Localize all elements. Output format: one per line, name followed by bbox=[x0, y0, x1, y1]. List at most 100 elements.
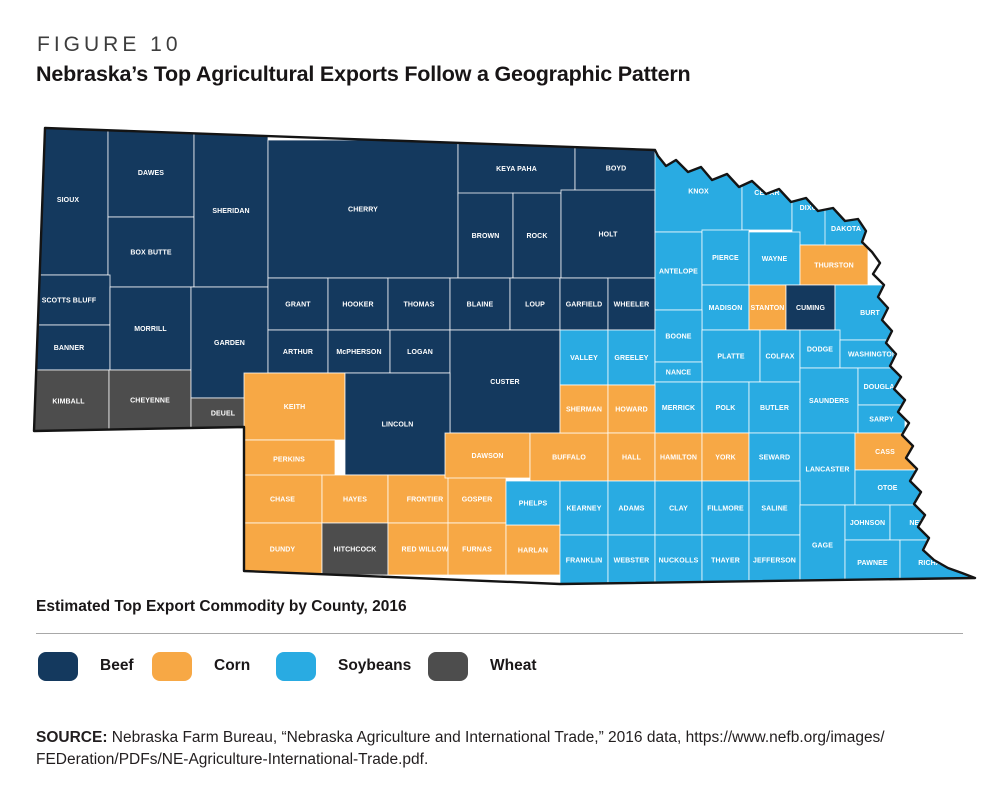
county-shape-hamilton bbox=[654, 432, 703, 482]
county-label-saline: SALINE bbox=[761, 505, 787, 512]
county-shape-antelope bbox=[654, 231, 703, 311]
county-shape-cuming bbox=[785, 284, 836, 331]
county-shape-thurston bbox=[799, 244, 869, 286]
county-wheeler: WHEELER bbox=[607, 277, 656, 331]
county-shape-howard bbox=[607, 384, 656, 434]
legend: Beef Corn Soybeans Wheat bbox=[38, 651, 965, 683]
county-washington: WASHINGTON bbox=[839, 339, 906, 369]
county-label-dawes: DAWES bbox=[138, 170, 164, 177]
county-seward: SEWARD bbox=[748, 432, 801, 482]
county-shape-butler bbox=[748, 381, 801, 434]
county-label-mcpherson: McPHERSON bbox=[336, 349, 381, 356]
county-sheridan: SHERIDAN bbox=[193, 133, 269, 288]
county-phelps: PHELPS bbox=[505, 480, 561, 526]
county-merrick: MERRICK bbox=[654, 381, 703, 434]
county-shape-perkins bbox=[242, 439, 336, 479]
county-nemaha: NEMAHA bbox=[889, 504, 961, 541]
county-label-cedar: CEDAR bbox=[754, 190, 779, 197]
county-label-dawson: DAWSON bbox=[471, 453, 503, 460]
county-shape-morrill bbox=[109, 286, 192, 371]
county-label-hooker: HOOKER bbox=[342, 301, 373, 308]
county-label-pierce: PIERCE bbox=[712, 255, 739, 262]
county-label-morrill: MORRILL bbox=[134, 326, 167, 333]
county-label-gage: GAGE bbox=[812, 542, 833, 549]
county-label-dixon: DIXON bbox=[800, 205, 823, 212]
county-label-harlan: HARLAN bbox=[518, 547, 548, 554]
county-morrill: MORRILL bbox=[109, 286, 192, 371]
county-shape-valley bbox=[559, 329, 609, 386]
county-shape-merrick bbox=[654, 381, 703, 434]
county-dakota: DAKOTA bbox=[824, 204, 868, 253]
county-label-keya-paha: KEYA PAHA bbox=[496, 166, 537, 173]
county-label-blaine: BLAINE bbox=[467, 301, 494, 308]
county-thayer: THAYER bbox=[701, 534, 750, 584]
county-label-douglas: DOUGLAS bbox=[864, 384, 900, 391]
county-shape-kimball bbox=[34, 369, 110, 433]
county-shape-york bbox=[701, 432, 750, 482]
county-label-furnas: FURNAS bbox=[462, 546, 492, 553]
county-blaine: BLAINE bbox=[449, 277, 511, 331]
county-label-garfield: GARFIELD bbox=[566, 301, 603, 308]
county-box-butte: BOX BUTTE bbox=[107, 216, 195, 288]
county-gosper: GOSPER bbox=[447, 474, 507, 524]
county-label-saunders: SAUNDERS bbox=[809, 398, 849, 405]
county-label-logan: LOGAN bbox=[407, 349, 433, 356]
county-hitchcock: HITCHCOCK bbox=[321, 522, 389, 576]
county-colfax: COLFAX bbox=[759, 329, 801, 383]
county-harlan: HARLAN bbox=[505, 524, 561, 576]
county-shape-holt bbox=[560, 189, 656, 279]
county-boyd: BOYD bbox=[574, 143, 658, 193]
county-shape-pawnee bbox=[844, 539, 901, 584]
county-lincoln: LINCOLN bbox=[344, 372, 451, 476]
county-label-washington: WASHINGTON bbox=[848, 351, 897, 358]
county-label-butler: BUTLER bbox=[760, 405, 789, 412]
county-shape-wheeler bbox=[607, 277, 656, 331]
county-shape-thayer bbox=[701, 534, 750, 584]
county-shape-greeley bbox=[607, 329, 656, 386]
county-label-platte: PLATTE bbox=[717, 353, 745, 360]
county-banner: BANNER bbox=[34, 324, 111, 371]
county-label-webster: WEBSTER bbox=[614, 557, 650, 564]
county-shape-garfield bbox=[559, 277, 609, 331]
county-shape-keya-paha bbox=[457, 141, 576, 196]
county-frontier: FRONTIER bbox=[387, 474, 463, 524]
county-label-sherman: SHERMAN bbox=[566, 406, 602, 413]
county-nuckolls: NUCKOLLS bbox=[654, 534, 703, 584]
county-label-madison: MADISON bbox=[709, 305, 743, 312]
county-greeley: GREELEY bbox=[607, 329, 656, 386]
county-brown: BROWN bbox=[457, 192, 514, 279]
county-stanton: STANTON bbox=[748, 284, 787, 331]
source-prefix: SOURCE: bbox=[36, 728, 108, 746]
county-shape-deuel bbox=[190, 397, 256, 429]
county-lancaster: LANCASTER bbox=[799, 432, 856, 506]
county-platte: PLATTE bbox=[701, 329, 761, 383]
county-shape-otoe bbox=[854, 469, 921, 506]
county-shape-boone bbox=[654, 309, 703, 363]
county-label-cuming: CUMING bbox=[796, 305, 825, 312]
county-shape-richardson bbox=[899, 539, 975, 584]
county-shape-scotts-bluff bbox=[34, 274, 111, 326]
county-label-adams: ADAMS bbox=[618, 505, 644, 512]
county-label-phelps: PHELPS bbox=[519, 500, 548, 507]
county-shape-saunders bbox=[799, 367, 859, 434]
county-label-sarpy: SARPY bbox=[869, 416, 894, 423]
county-shape-kearney bbox=[559, 480, 609, 536]
county-shape-lincoln bbox=[344, 372, 451, 476]
county-hayes: HAYES bbox=[321, 474, 389, 524]
legend-item-wheat: Wheat bbox=[428, 651, 537, 681]
county-cheyenne: CHEYENNE bbox=[108, 369, 192, 431]
county-sioux: SIOUX bbox=[34, 128, 109, 276]
county-shape-adams bbox=[607, 480, 656, 536]
county-label-otoe: OTOE bbox=[877, 485, 897, 492]
county-label-lancaster: LANCASTER bbox=[805, 466, 849, 473]
county-label-keith: KEITH bbox=[284, 404, 306, 411]
county-label-nuckolls: NUCKOLLS bbox=[659, 557, 699, 564]
county-label-valley: VALLEY bbox=[570, 355, 598, 362]
source-note: SOURCE: Nebraska Farm Bureau, “Nebraska … bbox=[36, 727, 986, 771]
county-thomas: THOMAS bbox=[387, 277, 451, 331]
county-label-dakota: DAKOTA bbox=[831, 226, 861, 233]
county-shape-clay bbox=[654, 480, 703, 536]
county-label-polk: POLK bbox=[716, 405, 736, 412]
county-label-loup: LOUP bbox=[525, 301, 545, 308]
county-shape-hitchcock bbox=[321, 522, 389, 576]
